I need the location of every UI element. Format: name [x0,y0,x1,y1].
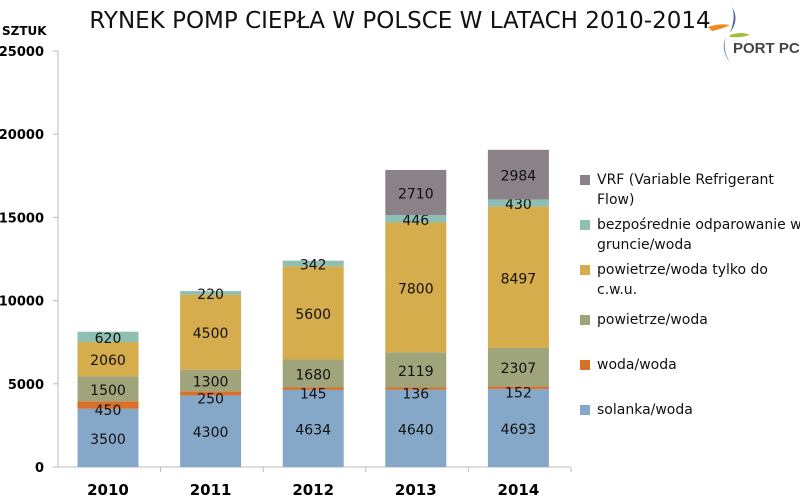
data-label: 2060 [90,353,126,369]
data-label: 4300 [193,425,229,441]
data-label: 8497 [501,271,537,287]
bar-segment [487,206,549,348]
bar-segment [180,391,242,396]
logo-text: PORT PC [733,40,800,57]
data-label: 152 [505,386,532,402]
bar-segment [77,376,139,402]
x-tick-label: 2012 [292,481,334,499]
legend-item: powietrze/woda tylko do c.w.u. [580,260,800,300]
bar-segment [282,389,344,467]
bar-segment [385,222,447,353]
data-label: 4500 [193,326,229,342]
legend-label: powietrze/woda tylko do c.w.u. [597,262,769,298]
legend-item: powietrze/woda [580,310,800,330]
y-tick-label: 15000 [0,211,44,226]
legend-swatch [580,175,590,185]
legend-item: solanka/woda [580,400,800,420]
bar-segment [180,294,242,370]
port-pc-logo [708,7,750,63]
bar-segment [77,342,139,377]
data-label: 3500 [90,432,126,448]
data-label: 1680 [295,367,331,383]
data-label: 1500 [90,383,126,399]
data-label: 4634 [295,422,331,438]
bar-segment [385,352,447,388]
bar-segment [282,260,344,267]
x-tick-label: 2013 [395,481,437,499]
legend-label: powietrze/woda [597,312,708,328]
legend-label: woda/woda [597,357,677,373]
legend-item: VRF (Variable Refrigerant Flow) [580,170,800,210]
data-label: 2307 [501,361,537,377]
data-label: 5600 [295,307,331,323]
bar-segment [487,347,549,387]
data-label: 342 [300,257,327,273]
bar-segment [282,359,344,388]
x-tick-label: 2010 [87,481,129,499]
data-label: 430 [505,197,532,213]
legend-label: VRF (Variable Refrigerant Flow) [597,172,774,208]
x-tick-label: 2011 [190,481,232,499]
x-tick-label: 2014 [498,481,540,499]
data-label: 4693 [501,422,537,438]
data-label: 220 [197,287,224,303]
legend-swatch [580,220,590,230]
bar-segment [487,388,549,467]
legend-swatch [580,265,590,275]
data-label: 136 [402,387,429,403]
data-label: 2984 [501,169,537,185]
bar-segment [180,395,242,467]
data-label: 450 [95,403,122,419]
data-label: 145 [300,387,327,403]
data-label: 620 [95,331,122,347]
bar-segment [487,149,549,200]
bar-segment [180,369,242,392]
y-tick-label: 25000 [0,45,44,60]
bar-segment [180,291,242,295]
data-label: 4640 [398,422,434,438]
data-label: 2710 [398,187,434,203]
data-label: 446 [402,213,429,229]
legend-label: bezpośrednie odparowanie w gruncie/woda [597,217,800,253]
bar-segment [77,401,139,409]
y-tick-label: 0 [35,461,44,476]
data-label: 2119 [398,364,434,380]
bar-segment [77,408,139,467]
legend-swatch [580,315,590,325]
bar-segment [282,266,344,360]
data-label: 7800 [398,281,434,297]
y-tick-label: 20000 [0,128,44,143]
y-tick-label: 10000 [0,295,44,310]
legend-item: woda/woda [580,355,800,375]
bar-segment [487,386,549,389]
legend-swatch [580,360,590,370]
bar-segment [385,387,447,390]
legend-label: solanka/woda [597,402,693,418]
legend-swatch [580,405,590,415]
bar-segment [385,215,447,223]
bar-segment [385,389,447,467]
bar-segment [487,199,549,207]
data-label: 1300 [193,374,229,390]
bar-segment [77,331,139,343]
y-axis-label: SZTUK [2,24,47,38]
legend-item: bezpośrednie odparowanie w gruncie/woda [580,215,800,255]
y-tick-label: 5000 [8,378,44,393]
data-label: 250 [197,391,224,407]
chart-title: RYNEK POMP CIEPŁA W POLSCE W LATACH 2010… [89,8,711,34]
bar-segment [385,169,447,216]
bar-segment [282,387,344,390]
